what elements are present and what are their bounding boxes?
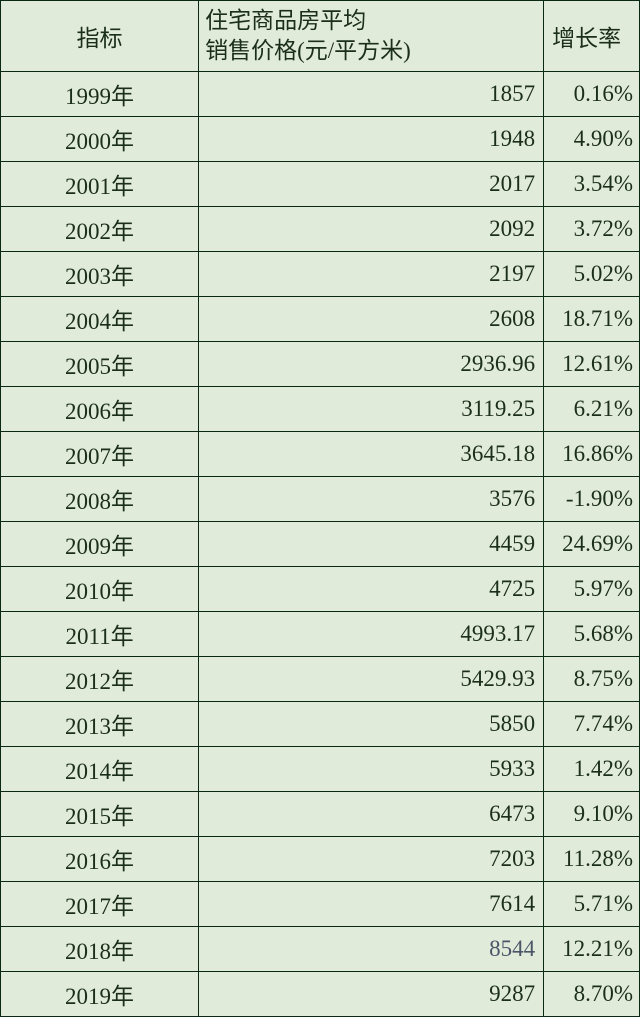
table-row: 2002年20923.72% [1, 206, 640, 251]
cell-price: 9287 [199, 971, 544, 1016]
cell-year: 2009年 [1, 521, 199, 566]
table-header-row: 指标 住宅商品房平均 销售价格(元/平方米) 增长率 [1, 1, 640, 72]
cell-rate: 18.71% [544, 296, 640, 341]
cell-price: 5850 [199, 701, 544, 746]
cell-rate: 16.86% [544, 431, 640, 476]
table-row: 2001年20173.54% [1, 161, 640, 206]
cell-price: 2936.96 [199, 341, 544, 386]
cell-rate: 12.61% [544, 341, 640, 386]
cell-price: 5429.93 [199, 656, 544, 701]
cell-year: 2000年 [1, 116, 199, 161]
cell-rate: -1.90% [544, 476, 640, 521]
table-row: 2011年4993.175.68% [1, 611, 640, 656]
table-row: 1999年18570.16% [1, 71, 640, 116]
cell-year: 2003年 [1, 251, 199, 296]
cell-price: 7203 [199, 836, 544, 881]
cell-price: 1948 [199, 116, 544, 161]
cell-price: 4459 [199, 521, 544, 566]
table-row: 2017年76145.71% [1, 881, 640, 926]
cell-price: 8544 [199, 926, 544, 971]
cell-rate: 5.02% [544, 251, 640, 296]
cell-price: 7614 [199, 881, 544, 926]
cell-rate: 24.69% [544, 521, 640, 566]
cell-rate: 3.72% [544, 206, 640, 251]
cell-price: 5933 [199, 746, 544, 791]
cell-rate: 8.70% [544, 971, 640, 1016]
cell-price: 4993.17 [199, 611, 544, 656]
table-row: 2008年3576-1.90% [1, 476, 640, 521]
cell-year: 2017年 [1, 881, 199, 926]
cell-price: 2017 [199, 161, 544, 206]
cell-price: 3645.18 [199, 431, 544, 476]
table-row: 2015年64739.10% [1, 791, 640, 836]
header-price-line2: 销售价格(元/平方米) [205, 38, 411, 63]
cell-rate: 6.21% [544, 386, 640, 431]
cell-year: 2001年 [1, 161, 199, 206]
cell-year: 2015年 [1, 791, 199, 836]
table-row: 2014年59331.42% [1, 746, 640, 791]
cell-price: 2197 [199, 251, 544, 296]
header-indicator: 指标 [1, 1, 199, 72]
table-row: 2006年3119.256.21% [1, 386, 640, 431]
cell-rate: 5.71% [544, 881, 640, 926]
table-row: 2019年92878.70% [1, 971, 640, 1016]
table-row: 2016年720311.28% [1, 836, 640, 881]
cell-rate: 11.28% [544, 836, 640, 881]
header-rate: 增长率 [544, 1, 640, 72]
cell-rate: 1.42% [544, 746, 640, 791]
table-row: 2005年2936.9612.61% [1, 341, 640, 386]
cell-rate: 3.54% [544, 161, 640, 206]
cell-rate: 12.21% [544, 926, 640, 971]
table-row: 2000年19484.90% [1, 116, 640, 161]
cell-year: 2004年 [1, 296, 199, 341]
cell-price: 4725 [199, 566, 544, 611]
table-row: 2007年3645.1816.86% [1, 431, 640, 476]
cell-year: 2011年 [1, 611, 199, 656]
cell-price: 3576 [199, 476, 544, 521]
cell-year: 2013年 [1, 701, 199, 746]
housing-price-table: 指标 住宅商品房平均 销售价格(元/平方米) 增长率 1999年18570.16… [0, 0, 640, 1017]
table-row: 2018年854412.21% [1, 926, 640, 971]
cell-year: 2014年 [1, 746, 199, 791]
cell-price: 6473 [199, 791, 544, 836]
cell-year: 2018年 [1, 926, 199, 971]
cell-year: 2008年 [1, 476, 199, 521]
cell-year: 1999年 [1, 71, 199, 116]
cell-year: 2010年 [1, 566, 199, 611]
table-row: 2013年58507.74% [1, 701, 640, 746]
cell-rate: 7.74% [544, 701, 640, 746]
cell-price: 1857 [199, 71, 544, 116]
cell-rate: 0.16% [544, 71, 640, 116]
header-price: 住宅商品房平均 销售价格(元/平方米) [199, 1, 544, 72]
cell-year: 2005年 [1, 341, 199, 386]
cell-year: 2012年 [1, 656, 199, 701]
header-price-line1: 住宅商品房平均 [205, 8, 366, 33]
cell-rate: 8.75% [544, 656, 640, 701]
cell-year: 2019年 [1, 971, 199, 1016]
cell-rate: 5.68% [544, 611, 640, 656]
cell-rate: 9.10% [544, 791, 640, 836]
table-row: 2010年47255.97% [1, 566, 640, 611]
cell-year: 2006年 [1, 386, 199, 431]
cell-price: 3119.25 [199, 386, 544, 431]
table-row: 2012年5429.938.75% [1, 656, 640, 701]
cell-year: 2002年 [1, 206, 199, 251]
cell-year: 2007年 [1, 431, 199, 476]
table-row: 2004年260818.71% [1, 296, 640, 341]
cell-price: 2092 [199, 206, 544, 251]
table-row: 2009年445924.69% [1, 521, 640, 566]
cell-rate: 5.97% [544, 566, 640, 611]
cell-rate: 4.90% [544, 116, 640, 161]
cell-year: 2016年 [1, 836, 199, 881]
cell-price: 2608 [199, 296, 544, 341]
table-row: 2003年21975.02% [1, 251, 640, 296]
